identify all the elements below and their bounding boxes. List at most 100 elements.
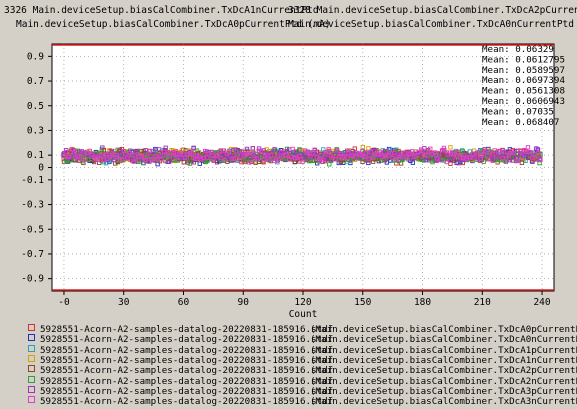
legend-param-name: (Main.deviceSetup.biasCalCombiner.TxDcA1… <box>310 354 577 366</box>
mean-label: Mean: 0.0697394 <box>482 75 565 86</box>
legend-swatch <box>28 354 35 362</box>
data-point <box>312 147 317 152</box>
data-point <box>273 148 278 153</box>
data-point <box>272 147 277 152</box>
legend-entry[interactable]: 5928551-Acorn-A2-samples-datalog-2022083… <box>28 334 577 346</box>
data-point <box>75 153 80 159</box>
mean-label: Mean: 0.0589597 <box>482 65 565 76</box>
data-point <box>390 155 395 161</box>
x-tick-label: 240 <box>533 297 550 308</box>
y-tick-label: -0.7 <box>21 249 44 260</box>
data-point <box>456 149 461 154</box>
data-point <box>101 157 106 162</box>
legend-entry[interactable]: 5928551-Acorn-A2-samples-datalog-2022083… <box>28 344 577 356</box>
data-point <box>79 156 84 161</box>
data-point <box>366 156 371 161</box>
legend-file-name: 5928551-Acorn-A2-samples-datalog-2022083… <box>40 375 334 387</box>
legend-entry[interactable]: 5928551-Acorn-A2-samples-datalog-2022083… <box>28 324 577 335</box>
legend-entry[interactable]: 5928551-Acorn-A2-samples-datalog-2022083… <box>28 354 577 366</box>
data-point <box>120 157 125 162</box>
data-point <box>448 145 453 150</box>
data-point <box>460 155 466 161</box>
data-point <box>133 156 138 162</box>
plot-area[interactable] <box>51 43 555 292</box>
data-point <box>494 154 499 159</box>
data-point <box>425 149 431 154</box>
data-point <box>292 159 297 165</box>
data-point <box>135 149 141 155</box>
data-point <box>226 150 232 155</box>
data-point <box>481 151 486 157</box>
legend-swatch <box>28 396 35 404</box>
data-point <box>81 151 86 156</box>
data-point <box>151 149 156 154</box>
legend-entry[interactable]: 5928551-Acorn-A2-samples-datalog-2022083… <box>28 365 577 376</box>
data-point <box>89 152 94 158</box>
data-point <box>528 150 533 155</box>
data-point <box>279 149 284 155</box>
data-point <box>348 158 353 163</box>
data-point <box>125 155 130 161</box>
header-param-1: 3326 Main.deviceSetup.biasCalCombiner.Tx… <box>4 5 319 16</box>
data-point <box>231 156 236 161</box>
data-point <box>235 152 240 157</box>
legend-swatch <box>28 385 35 393</box>
data-point <box>378 150 383 155</box>
data-point <box>145 154 150 159</box>
data-point <box>529 155 535 160</box>
data-points <box>61 144 543 167</box>
data-point <box>187 161 193 166</box>
data-point <box>67 153 72 159</box>
data-point <box>321 157 326 163</box>
data-point <box>428 146 433 151</box>
data-point <box>308 154 313 159</box>
legend-param-name: (Main.deviceSetup.biasCalCombiner.TxDcA0… <box>310 324 577 335</box>
data-point <box>345 155 350 160</box>
data-point <box>239 149 244 154</box>
legend-entry[interactable]: 5928551-Acorn-A2-samples-datalog-2022083… <box>28 385 577 397</box>
data-point <box>245 151 250 157</box>
data-point <box>156 147 162 152</box>
data-point <box>424 153 429 158</box>
y-tick-label: 0.1 <box>27 150 44 161</box>
data-point <box>394 157 399 162</box>
data-point <box>69 147 75 152</box>
legend-param-name: (Main.deviceSetup.biasCalCombiner.TxDcA1… <box>310 344 577 356</box>
data-point <box>535 147 540 152</box>
legend-param-name: (Main.deviceSetup.biasCalCombiner.TxDcA3… <box>310 396 577 408</box>
legend-entry[interactable]: 5928551-Acorn-A2-samples-datalog-2022083… <box>28 396 577 408</box>
legend-file-name: 5928551-Acorn-A2-samples-datalog-2022083… <box>40 334 334 346</box>
data-point <box>305 157 310 162</box>
data-point <box>272 158 277 164</box>
data-point <box>71 149 77 155</box>
x-tick-label: 90 <box>238 297 250 308</box>
data-point <box>525 154 531 160</box>
data-point <box>61 153 66 159</box>
x-tick-label: 30 <box>118 297 130 308</box>
data-point <box>95 157 101 163</box>
legend-file-name: 5928551-Acorn-A2-samples-datalog-2022083… <box>40 385 334 397</box>
data-point <box>298 147 303 153</box>
data-point <box>83 157 88 162</box>
data-point <box>490 152 495 157</box>
data-point <box>456 161 461 166</box>
legend-param-name: (Main.deviceSetup.biasCalCombiner.TxDcA3… <box>310 385 577 397</box>
x-tick-label: 180 <box>414 297 431 308</box>
data-point <box>244 146 250 152</box>
legend-entry[interactable]: 5928551-Acorn-A2-samples-datalog-2022083… <box>28 375 577 387</box>
data-point <box>360 144 365 150</box>
data-point <box>519 154 524 159</box>
data-point <box>392 150 397 156</box>
data-point <box>121 151 127 156</box>
x-tick-label: 60 <box>178 297 190 308</box>
data-point <box>334 147 339 152</box>
legend-file-name: 5928551-Acorn-A2-samples-datalog-2022083… <box>40 396 334 408</box>
data-point <box>420 148 425 153</box>
data-point <box>515 148 521 153</box>
y-tick-label: -0.1 <box>21 175 44 186</box>
data-point <box>230 148 236 153</box>
data-point <box>153 154 158 159</box>
data-point <box>203 148 208 154</box>
